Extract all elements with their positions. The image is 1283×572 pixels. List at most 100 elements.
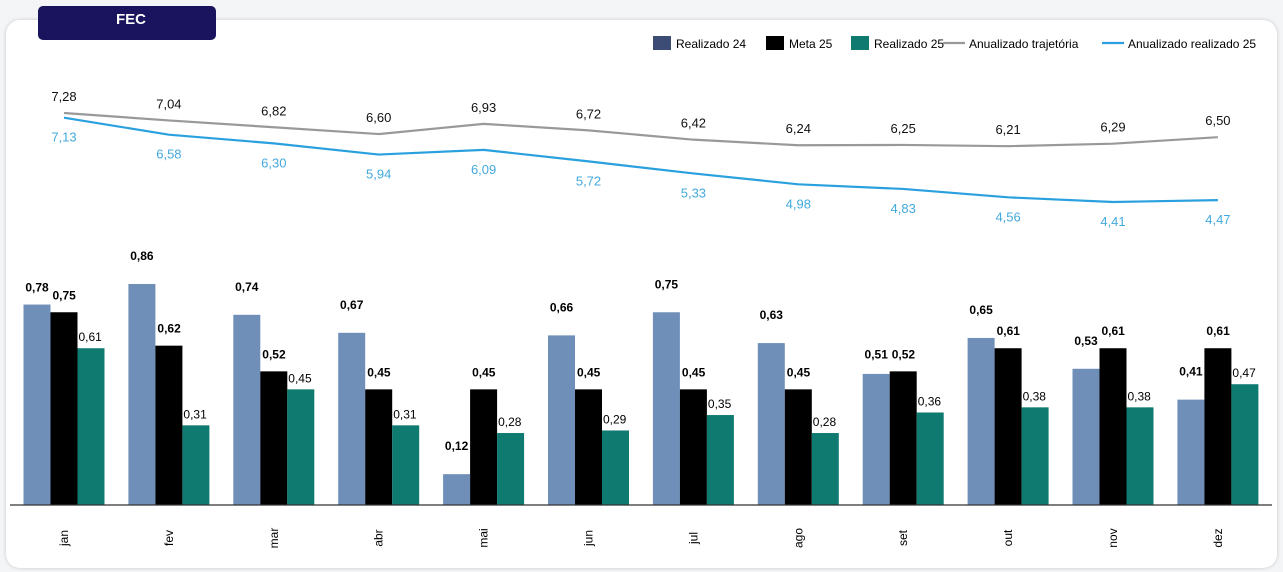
data-label-anualizado-realizado-25-out: 4,56 bbox=[995, 209, 1020, 224]
data-label-anualizado-trajetoria-jul: 6,42 bbox=[681, 116, 706, 131]
bar-realizado-25-mar bbox=[287, 389, 315, 505]
data-label-anualizado-realizado-25-fev: 6,58 bbox=[156, 147, 181, 162]
data-label-meta-25-dez: 0,61 bbox=[1206, 324, 1230, 338]
bar-meta-25-abr bbox=[365, 389, 393, 505]
data-label-meta-25-mar: 0,52 bbox=[262, 347, 286, 361]
bar-meta-25-jan bbox=[50, 312, 78, 505]
bar-meta-25-mai bbox=[470, 389, 498, 505]
data-label-anualizado-realizado-25-mar: 6,30 bbox=[261, 155, 286, 170]
data-label-meta-25-jan: 0,75 bbox=[53, 288, 77, 302]
chart-title: FEC bbox=[116, 11, 146, 28]
x-tick-nov: nov bbox=[1106, 528, 1120, 547]
data-label-realizado-24-jan: 0,78 bbox=[25, 281, 49, 295]
legend-label-realizado-25: Realizado 25 bbox=[874, 37, 944, 51]
bar-meta-25-dez bbox=[1204, 348, 1232, 505]
data-label-anualizado-realizado-25-ago: 4,98 bbox=[786, 196, 811, 211]
bar-realizado-25-ago bbox=[811, 433, 839, 505]
bar-realizado-25-fev bbox=[182, 425, 210, 505]
data-label-realizado-24-out: 0,65 bbox=[969, 303, 993, 317]
bar-realizado-25-mai bbox=[497, 433, 525, 505]
data-label-anualizado-realizado-25-jan: 7,13 bbox=[51, 130, 76, 145]
line-series-layer: 7,28 7,04 6,82 6,60 6,93 6,72 6,42 6,24 6,25 6,21… bbox=[51, 89, 1230, 229]
bar-realizado-24-out bbox=[967, 337, 995, 505]
bar-realizado-24-jul bbox=[652, 312, 680, 505]
data-label-realizado-24-ago: 0,63 bbox=[760, 308, 784, 322]
data-label-realizado-25-out: 0,38 bbox=[1023, 389, 1047, 403]
data-label-realizado-25-abr: 0,31 bbox=[393, 407, 417, 421]
data-label-realizado-25-nov: 0,38 bbox=[1128, 389, 1152, 403]
data-label-realizado-25-dez: 0,47 bbox=[1232, 366, 1256, 380]
bar-realizado-24-nov bbox=[1072, 368, 1100, 505]
data-label-anualizado-realizado-25-set: 4,83 bbox=[891, 201, 916, 216]
data-label-anualizado-realizado-25-abr: 5,94 bbox=[366, 167, 391, 182]
data-label-anualizado-trajetoria-fev: 7,04 bbox=[156, 96, 181, 111]
data-label-anualizado-realizado-25-jun: 5,72 bbox=[576, 173, 601, 188]
bar-realizado-24-ago bbox=[757, 343, 785, 505]
data-label-anualizado-trajetoria-jun: 6,72 bbox=[576, 106, 601, 121]
bar-meta-25-fev bbox=[155, 345, 183, 505]
x-tick-fev: fev bbox=[162, 530, 176, 546]
data-label-realizado-24-jul: 0,75 bbox=[655, 277, 679, 291]
data-label-meta-25-out: 0,61 bbox=[997, 324, 1021, 338]
data-label-anualizado-realizado-25-mai: 6,09 bbox=[471, 162, 496, 177]
legend-label-anualizado-trajet-ria: Anualizado trajetória bbox=[969, 37, 1079, 51]
data-label-anualizado-trajetoria-ago: 6,24 bbox=[786, 121, 811, 136]
chart-legend: Realizado 24 Meta 25 Realizado 25 Anualizad… bbox=[653, 36, 1256, 51]
bar-realizado-24-dez bbox=[1177, 399, 1205, 505]
data-label-realizado-25-jul: 0,35 bbox=[708, 397, 732, 411]
data-label-realizado-25-jun: 0,29 bbox=[603, 412, 627, 426]
data-label-meta-25-set: 0,52 bbox=[892, 347, 916, 361]
data-label-anualizado-trajetoria-set: 6,25 bbox=[891, 121, 916, 136]
data-label-anualizado-realizado-25-dez: 4,47 bbox=[1205, 212, 1230, 227]
x-tick-jul: jul bbox=[686, 532, 700, 545]
bar-realizado-25-jun bbox=[602, 430, 629, 505]
bar-meta-25-nov bbox=[1099, 348, 1127, 505]
data-label-meta-25-abr: 0,45 bbox=[367, 365, 391, 379]
line-anualizado-realizado-25 bbox=[63, 116, 1218, 204]
x-tick-jun: jun bbox=[582, 530, 596, 547]
data-label-realizado-24-nov: 0,53 bbox=[1074, 334, 1098, 348]
x-tick-dez: dez bbox=[1211, 528, 1225, 547]
bar-meta-25-jun bbox=[575, 389, 602, 505]
legend-label-meta-25: Meta 25 bbox=[789, 37, 833, 51]
data-label-realizado-25-fev: 0,31 bbox=[183, 407, 207, 421]
x-tick-out: out bbox=[1001, 529, 1015, 546]
data-label-realizado-24-mai: 0,12 bbox=[445, 439, 469, 453]
data-label-realizado-25-set: 0,36 bbox=[918, 394, 942, 408]
data-label-meta-25-jun: 0,45 bbox=[577, 365, 601, 379]
data-label-realizado-25-ago: 0,28 bbox=[813, 415, 837, 429]
data-label-realizado-24-jun: 0,66 bbox=[550, 300, 574, 314]
bar-realizado-25-abr bbox=[392, 425, 420, 505]
data-label-meta-25-mai: 0,45 bbox=[472, 365, 496, 379]
data-label-anualizado-realizado-25-jul: 5,33 bbox=[681, 185, 706, 200]
x-tick-abr: abr bbox=[372, 529, 386, 546]
bar-realizado-24-jun bbox=[548, 335, 575, 505]
data-label-meta-25-fev: 0,62 bbox=[157, 322, 181, 336]
bar-meta-25-jul bbox=[679, 389, 707, 505]
bar-realizado-25-out bbox=[1021, 407, 1049, 505]
data-label-realizado-24-set: 0,51 bbox=[865, 347, 889, 361]
data-label-realizado-24-mar: 0,74 bbox=[235, 280, 259, 294]
x-tick-set: set bbox=[896, 529, 910, 546]
data-label-anualizado-trajetoria-nov: 6,29 bbox=[1100, 120, 1125, 135]
bar-realizado-24-fev bbox=[128, 283, 156, 505]
x-tick-mar: mar bbox=[267, 528, 281, 549]
bar-realizado-24-mai bbox=[443, 474, 471, 505]
legend-label-realizado-24: Realizado 24 bbox=[676, 37, 746, 51]
bar-meta-25-mar bbox=[260, 371, 288, 505]
data-label-meta-25-ago: 0,45 bbox=[787, 365, 811, 379]
bar-meta-25-ago bbox=[784, 389, 812, 505]
line-anualizado-trajetoria bbox=[63, 111, 1218, 148]
data-label-anualizado-realizado-25-nov: 4,41 bbox=[1100, 214, 1125, 229]
bar-realizado-25-jul bbox=[706, 415, 734, 505]
bar-realizado-25-nov bbox=[1126, 407, 1154, 505]
x-axis-tick-labels: jan fev mar abr mai jun jul ago set out nov dez bbox=[57, 528, 1225, 549]
data-label-realizado-25-mai: 0,28 bbox=[498, 415, 522, 429]
data-label-realizado-24-abr: 0,67 bbox=[340, 298, 364, 312]
data-label-anualizado-trajetoria-mar: 6,82 bbox=[261, 103, 286, 118]
legend-swatch-realizado-24 bbox=[653, 36, 671, 50]
legend-label-anualizado-realizado-25: Anualizado realizado 25 bbox=[1128, 37, 1256, 51]
data-label-meta-25-nov: 0,61 bbox=[1102, 324, 1126, 338]
x-tick-jan: jan bbox=[57, 530, 71, 547]
data-label-realizado-24-fev: 0,86 bbox=[130, 249, 154, 263]
